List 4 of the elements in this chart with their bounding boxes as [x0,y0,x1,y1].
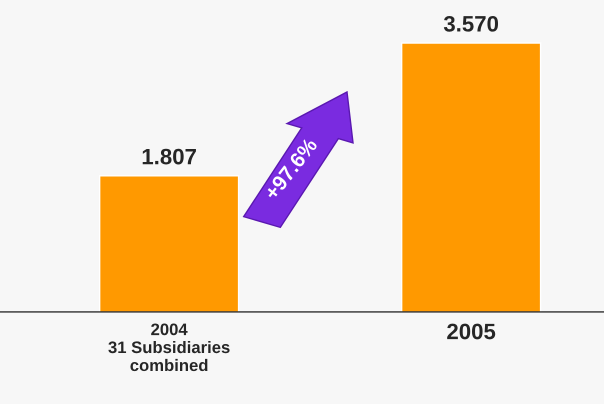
x-tick-label: 2004 31 Subsidiaries combined [108,323,230,372]
x-tick-label: 2005 [447,324,496,340]
data-label: 3.570 [444,16,498,32]
data-label: 1.807 [142,148,196,164]
